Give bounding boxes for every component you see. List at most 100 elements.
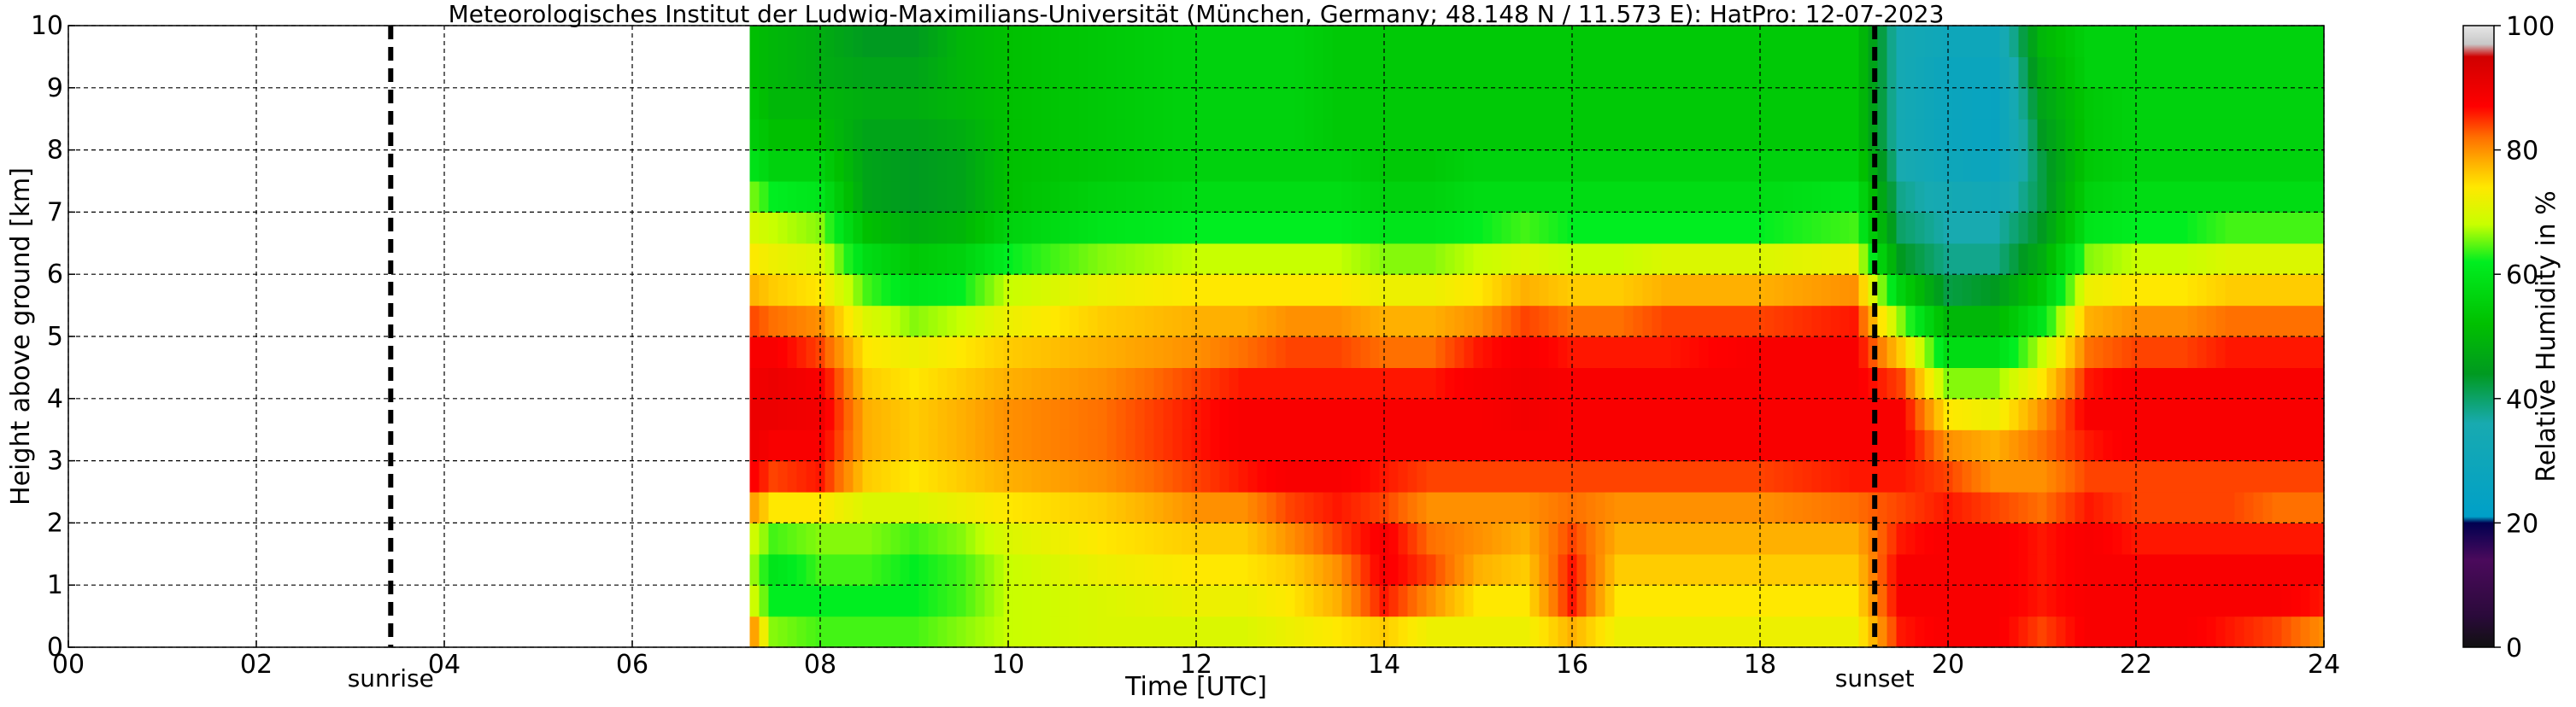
heatmap-cell bbox=[2319, 26, 2324, 57]
heatmap-cell bbox=[1435, 367, 1446, 400]
heatmap-cell bbox=[1257, 274, 1268, 307]
heatmap-cell bbox=[975, 212, 986, 244]
heatmap-cell bbox=[984, 305, 995, 337]
heatmap-cell bbox=[1426, 242, 1437, 275]
heatmap-cell bbox=[796, 523, 807, 555]
heatmap-cell bbox=[1802, 274, 1813, 307]
heatmap-cell bbox=[1116, 149, 1127, 182]
heatmap-cell bbox=[2159, 242, 2170, 275]
heatmap-cell bbox=[2140, 460, 2151, 493]
heatmap-cell bbox=[1059, 585, 1071, 617]
heatmap-cell bbox=[2065, 305, 2076, 337]
heatmap-cell bbox=[1041, 181, 1052, 213]
heatmap-cell bbox=[1511, 585, 1522, 617]
heatmap-cell bbox=[1821, 492, 1832, 523]
heatmap-cell bbox=[1041, 429, 1052, 462]
heatmap-cell bbox=[1962, 305, 1973, 337]
heatmap-cell bbox=[1473, 242, 1484, 275]
heatmap-cell bbox=[1210, 523, 1221, 555]
heatmap-cell bbox=[2103, 212, 2114, 244]
heatmap-cell bbox=[1012, 212, 1024, 244]
heatmap-cell bbox=[853, 119, 864, 151]
heatmap-cell bbox=[1294, 181, 1306, 213]
heatmap-cell bbox=[759, 429, 770, 462]
heatmap-cell bbox=[1153, 56, 1165, 89]
heatmap-cell bbox=[994, 585, 1005, 617]
heatmap-cell bbox=[824, 26, 836, 57]
heatmap-cell bbox=[2084, 553, 2095, 586]
heatmap-cell bbox=[937, 553, 948, 586]
heatmap-cell bbox=[1106, 242, 1118, 275]
heatmap-cell bbox=[2056, 242, 2067, 275]
heatmap-cell bbox=[1652, 398, 1663, 430]
heatmap-cell bbox=[1200, 429, 1212, 462]
heatmap-cell bbox=[2084, 429, 2095, 462]
heatmap-cell bbox=[1454, 242, 1465, 275]
heatmap-cell bbox=[1614, 26, 1625, 57]
heatmap-cell bbox=[1294, 523, 1306, 555]
heatmap-cell bbox=[1294, 305, 1306, 337]
heatmap-cell bbox=[2009, 56, 2020, 89]
heatmap-cell bbox=[928, 305, 939, 337]
heatmap-cell bbox=[1059, 429, 1071, 462]
heatmap-cell bbox=[1840, 242, 1851, 275]
heatmap-cell bbox=[2215, 212, 2227, 244]
heatmap-cell bbox=[1370, 367, 1381, 400]
heatmap-cell bbox=[2074, 429, 2086, 462]
heatmap-cell bbox=[1736, 305, 1747, 337]
heatmap-cell bbox=[2281, 460, 2292, 493]
heatmap-cell bbox=[1736, 523, 1747, 555]
heatmap-cell bbox=[2084, 336, 2095, 368]
heatmap-cell bbox=[1135, 274, 1146, 307]
heatmap-cell bbox=[1031, 523, 1042, 555]
heatmap-cell bbox=[1971, 149, 1982, 182]
heatmap-cell bbox=[1642, 460, 1653, 493]
heatmap-cell bbox=[2319, 616, 2324, 647]
heatmap-cell bbox=[1830, 367, 1841, 400]
heatmap-cell bbox=[928, 336, 939, 368]
heatmap-cell bbox=[1106, 87, 1118, 120]
heatmap-cell bbox=[1746, 242, 1757, 275]
heatmap-cell bbox=[1482, 492, 1493, 523]
heatmap-cell bbox=[1558, 336, 1569, 368]
heatmap-cell bbox=[1426, 87, 1437, 120]
heatmap-cell bbox=[1360, 181, 1371, 213]
heatmap-cell bbox=[1492, 585, 1503, 617]
heatmap-cell bbox=[1614, 429, 1625, 462]
heatmap-cell bbox=[1614, 274, 1625, 307]
heatmap-cell bbox=[1558, 26, 1569, 57]
heatmap-cell bbox=[2074, 367, 2086, 400]
heatmap-cell bbox=[1529, 56, 1540, 89]
heatmap-cell bbox=[1238, 523, 1249, 555]
heatmap-cell bbox=[871, 460, 883, 493]
y-tick-label: 6 bbox=[47, 260, 63, 289]
heatmap-cell bbox=[1858, 492, 1869, 523]
heatmap-cell bbox=[1980, 336, 1992, 368]
heatmap-cell bbox=[1417, 242, 1428, 275]
heatmap-cell bbox=[1971, 56, 1982, 89]
heatmap-cell bbox=[1887, 429, 1898, 462]
heatmap-cell bbox=[1548, 119, 1559, 151]
heatmap-cell bbox=[1191, 398, 1202, 430]
heatmap-cell bbox=[1200, 336, 1212, 368]
heatmap-cell bbox=[1059, 56, 1071, 89]
heatmap-cell bbox=[1642, 492, 1653, 523]
heatmap-cell bbox=[2244, 492, 2255, 523]
heatmap-cell bbox=[1699, 305, 1710, 337]
heatmap-cell bbox=[1153, 616, 1165, 647]
heatmap-cell bbox=[900, 585, 911, 617]
heatmap-cell bbox=[2056, 119, 2067, 151]
heatmap-cell bbox=[1435, 212, 1446, 244]
heatmap-cell bbox=[1567, 616, 1578, 647]
heatmap-cell bbox=[1078, 274, 1089, 307]
heatmap-cell bbox=[1802, 181, 1813, 213]
heatmap-cell bbox=[1999, 149, 2010, 182]
heatmap-cell bbox=[871, 212, 883, 244]
heatmap-cell bbox=[2262, 616, 2274, 647]
heatmap-cell bbox=[1285, 398, 1296, 430]
heatmap-cell bbox=[1915, 367, 1926, 400]
heatmap-cell bbox=[2272, 212, 2283, 244]
heatmap-cell bbox=[843, 336, 854, 368]
heatmap-cell bbox=[1323, 553, 1334, 586]
heatmap-cell bbox=[1407, 274, 1418, 307]
